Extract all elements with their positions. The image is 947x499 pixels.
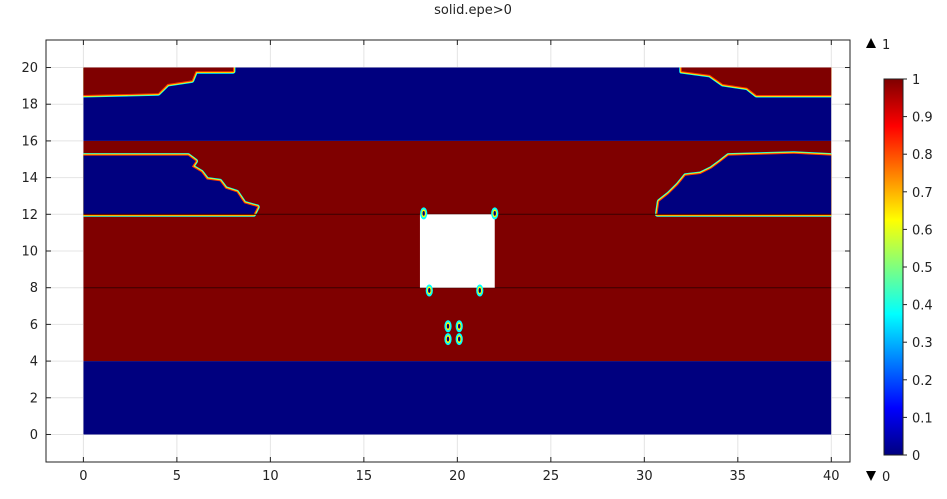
x-tick-label: 40 bbox=[823, 469, 840, 484]
colorbar-bar bbox=[883, 78, 904, 456]
spot-mark-core bbox=[478, 288, 481, 293]
colorbar-tick-label: 0.8 bbox=[912, 148, 933, 163]
y-tick-label: 16 bbox=[21, 134, 38, 149]
y-tick-label: 10 bbox=[21, 245, 38, 260]
x-tick-label: 15 bbox=[356, 469, 373, 484]
spot-mark-core bbox=[458, 336, 461, 342]
spot-mark-core bbox=[446, 336, 450, 342]
y-tick-label: 0 bbox=[30, 428, 38, 443]
damage-region-core bbox=[83, 155, 258, 215]
spot-mark-core bbox=[422, 210, 425, 216]
spot-mark-core bbox=[493, 210, 496, 216]
colorbar-tick-label: 0.9 bbox=[912, 111, 933, 126]
material-layer bbox=[83, 361, 832, 435]
damage-region-core bbox=[681, 67, 832, 96]
down-arrow-icon bbox=[866, 471, 876, 481]
colorbar-tick-label: 0.5 bbox=[912, 261, 933, 276]
spot-mark-core bbox=[458, 323, 461, 329]
colorbar-tick-label: 0.7 bbox=[912, 186, 933, 201]
x-axis-ticks: 0 5 10 15 20 25 30 35 40 bbox=[79, 40, 840, 484]
spot-mark-core bbox=[428, 288, 431, 293]
y-tick-label: 12 bbox=[21, 208, 38, 223]
y-tick-label: 6 bbox=[30, 318, 38, 333]
up-arrow-icon bbox=[866, 38, 876, 48]
x-tick-label: 20 bbox=[449, 469, 466, 484]
x-tick-label: 30 bbox=[636, 469, 653, 484]
x-tick-label: 25 bbox=[543, 469, 560, 484]
y-tick-label: 14 bbox=[21, 171, 38, 186]
y-tick-label: 20 bbox=[21, 61, 38, 76]
colorbar-tick-label: 1 bbox=[912, 73, 920, 88]
colorbar-min-label: 0 bbox=[882, 470, 890, 485]
damage-region-core bbox=[83, 67, 233, 96]
y-axis-ticks: 0 2 4 6 8 10 12 14 16 18 20 bbox=[21, 61, 850, 443]
y-tick-label: 8 bbox=[30, 281, 38, 296]
colorbar: 1 0 0 0.1 0.2 0.3 0.4 0.5 0.6 0.7 0.8 0.9 1 bbox=[866, 38, 933, 485]
x-tick-label: 0 bbox=[79, 469, 87, 484]
colorbar-tick-label: 0.4 bbox=[912, 299, 933, 314]
colorbar-tick-label: 0 bbox=[912, 449, 920, 464]
material-layer bbox=[83, 67, 832, 141]
y-tick-label: 2 bbox=[30, 391, 38, 406]
damage-region-core bbox=[657, 153, 832, 215]
colorbar-tick-label: 0.3 bbox=[912, 336, 933, 351]
y-tick-label: 18 bbox=[21, 98, 38, 113]
colorbar-tick-label: 0.6 bbox=[912, 223, 933, 238]
x-tick-label: 5 bbox=[173, 469, 181, 484]
x-tick-label: 35 bbox=[730, 469, 747, 484]
colorbar-max-label: 1 bbox=[882, 38, 890, 53]
hole bbox=[419, 214, 495, 288]
colorbar-tick-label: 0.2 bbox=[912, 374, 933, 389]
interface-band bbox=[83, 67, 235, 97]
heatmap-field bbox=[83, 67, 832, 435]
chart-title: solid.epe>0 bbox=[434, 3, 512, 18]
y-tick-label: 4 bbox=[30, 355, 38, 370]
colorbar-tick-label: 0.1 bbox=[912, 411, 933, 426]
x-tick-label: 10 bbox=[262, 469, 279, 484]
spot-mark-core bbox=[446, 323, 450, 329]
